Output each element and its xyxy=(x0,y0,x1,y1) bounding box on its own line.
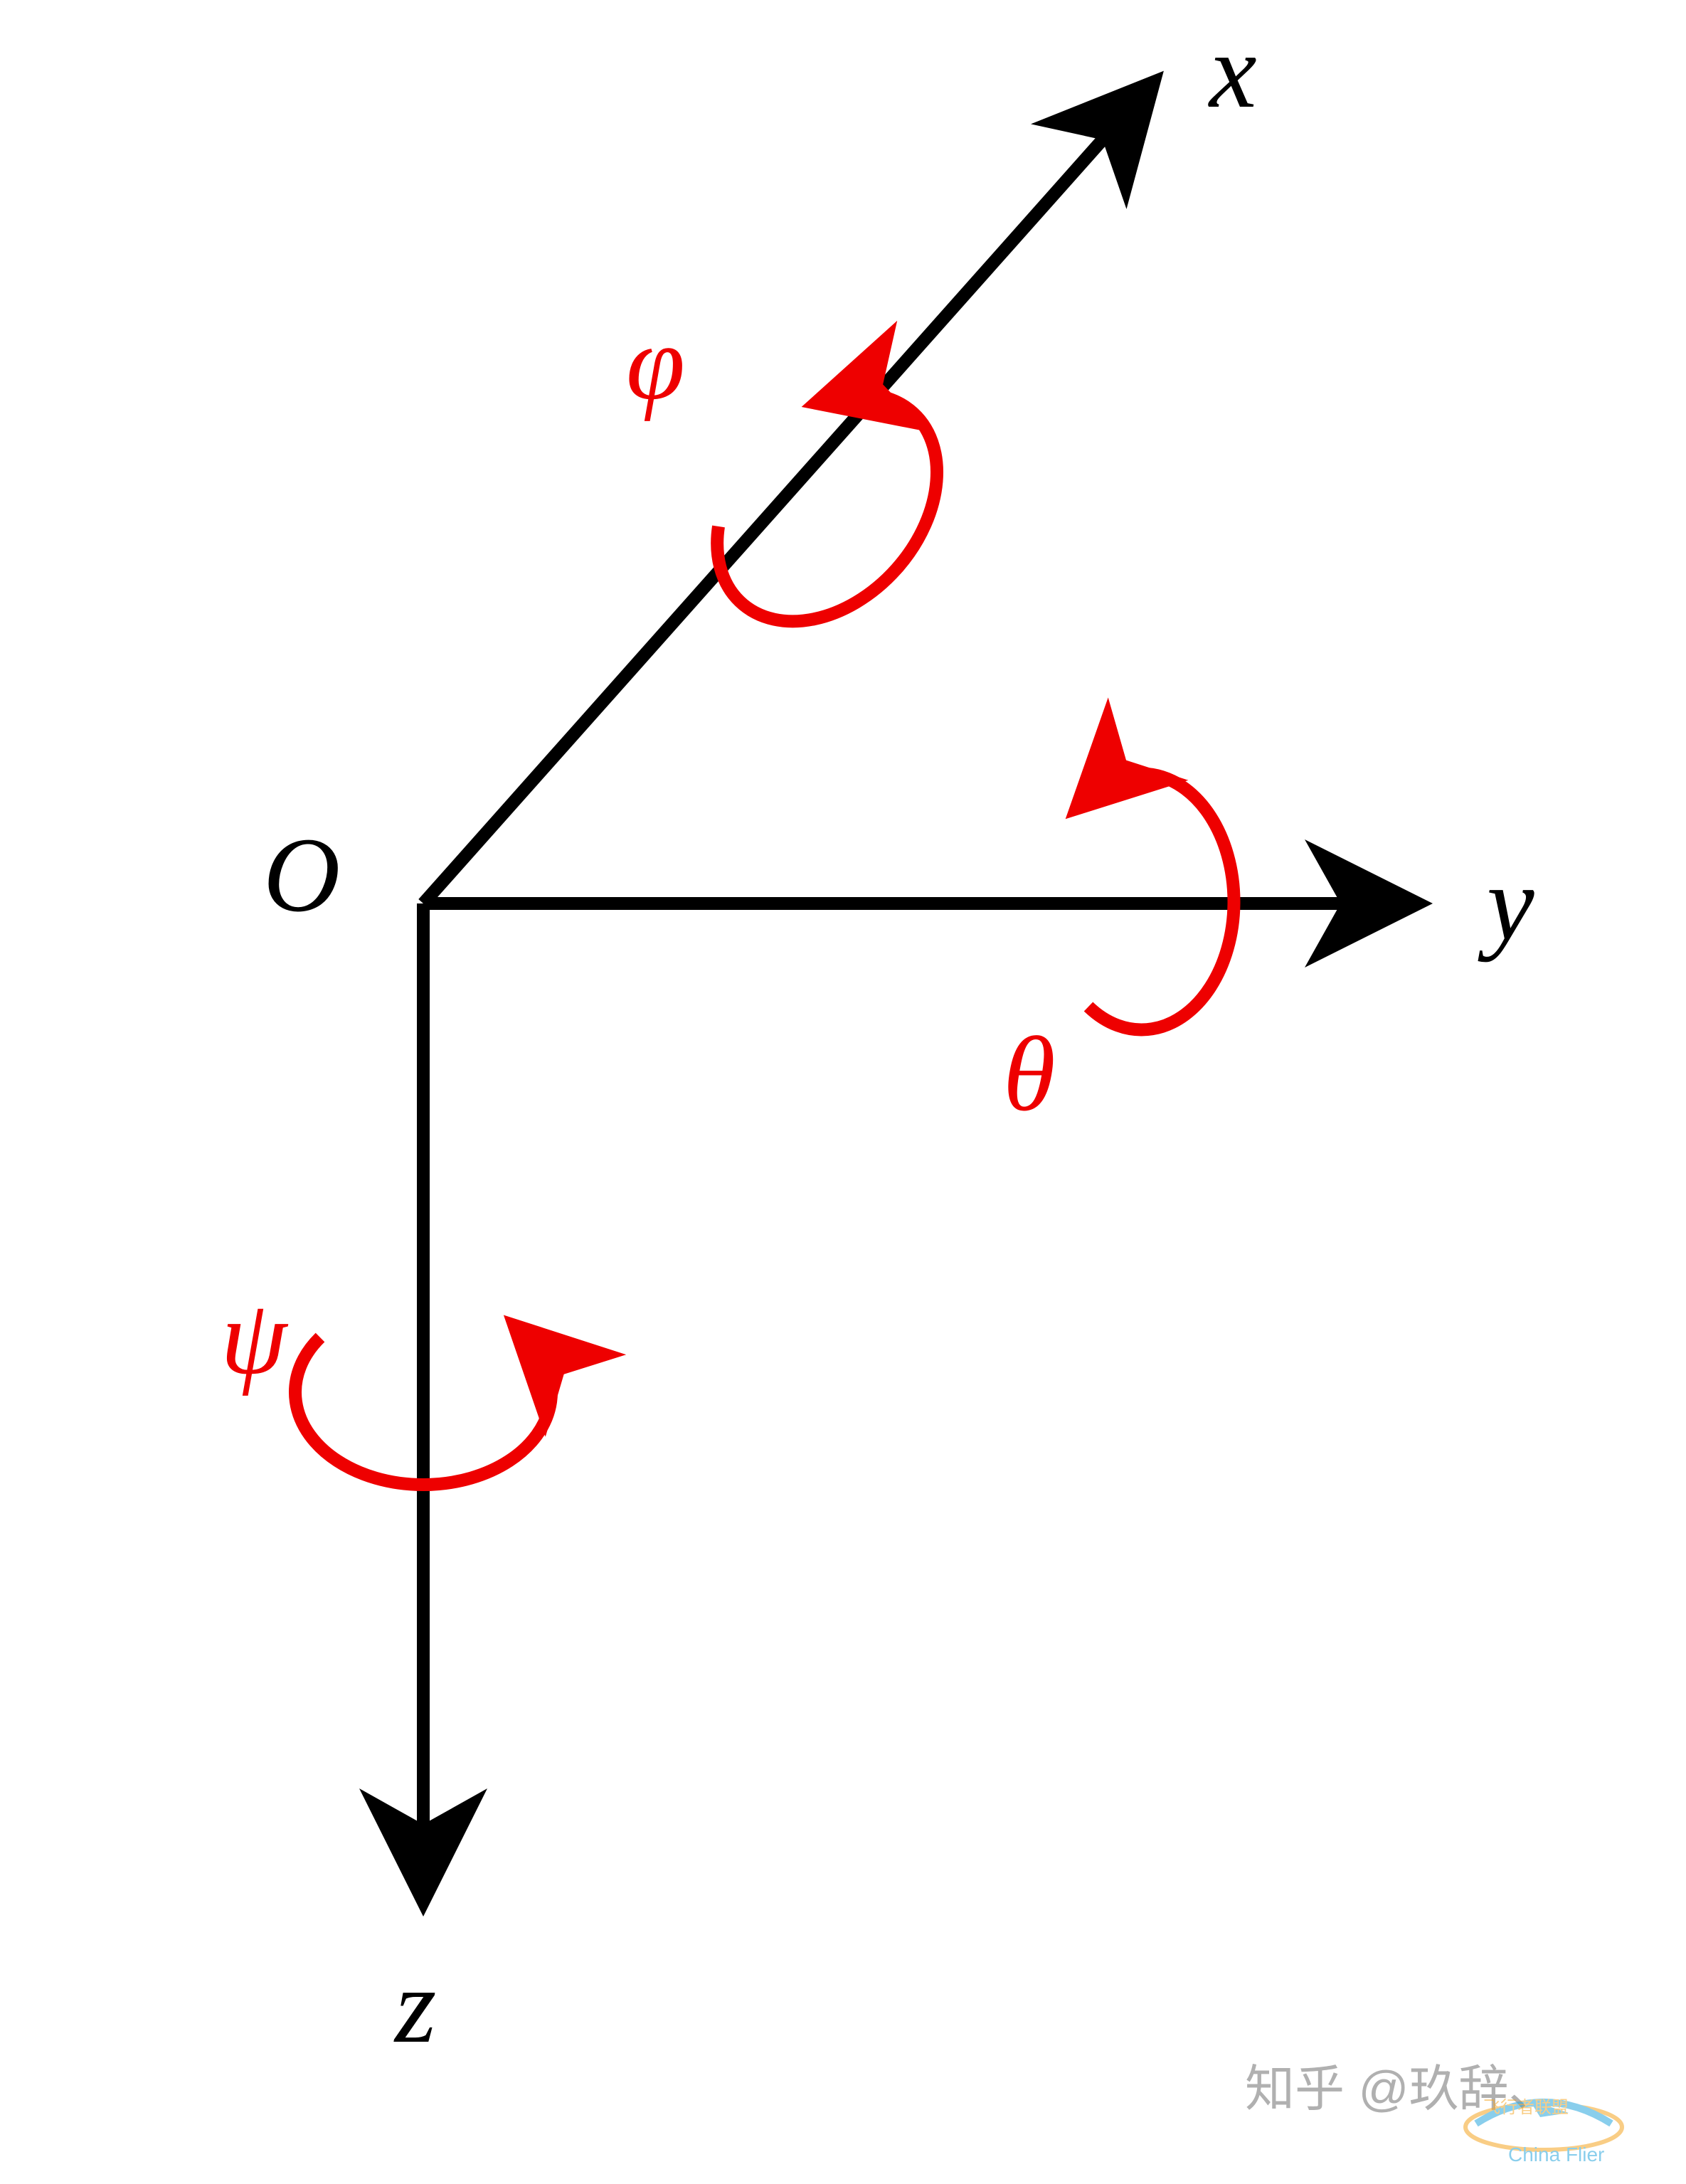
axis-x xyxy=(423,100,1138,903)
watermark-chinaflier-text: China Flier xyxy=(1508,2143,1604,2166)
axis-z-label: z xyxy=(393,1947,436,2065)
axis-x-label: x xyxy=(1208,12,1257,130)
rotation-phi-label: φ xyxy=(626,304,685,422)
axis-y-label: y xyxy=(1478,844,1534,963)
watermark-chinaflier-logo: China Flier 飞行者联盟 xyxy=(1465,2098,1622,2166)
origin-label: O xyxy=(263,816,340,934)
rotation-theta-label: θ xyxy=(1003,1015,1056,1133)
watermark-chinaflier-cn: 飞行者联盟 xyxy=(1483,2098,1569,2117)
rotation-psi-label: ψ xyxy=(221,1278,289,1396)
rotation-phi-arc xyxy=(717,394,937,621)
euler-angles-diagram: O x y z φ θ ψ 知乎 @玖辞、 China Flier 飞行者联盟 xyxy=(0,0,1686,2184)
